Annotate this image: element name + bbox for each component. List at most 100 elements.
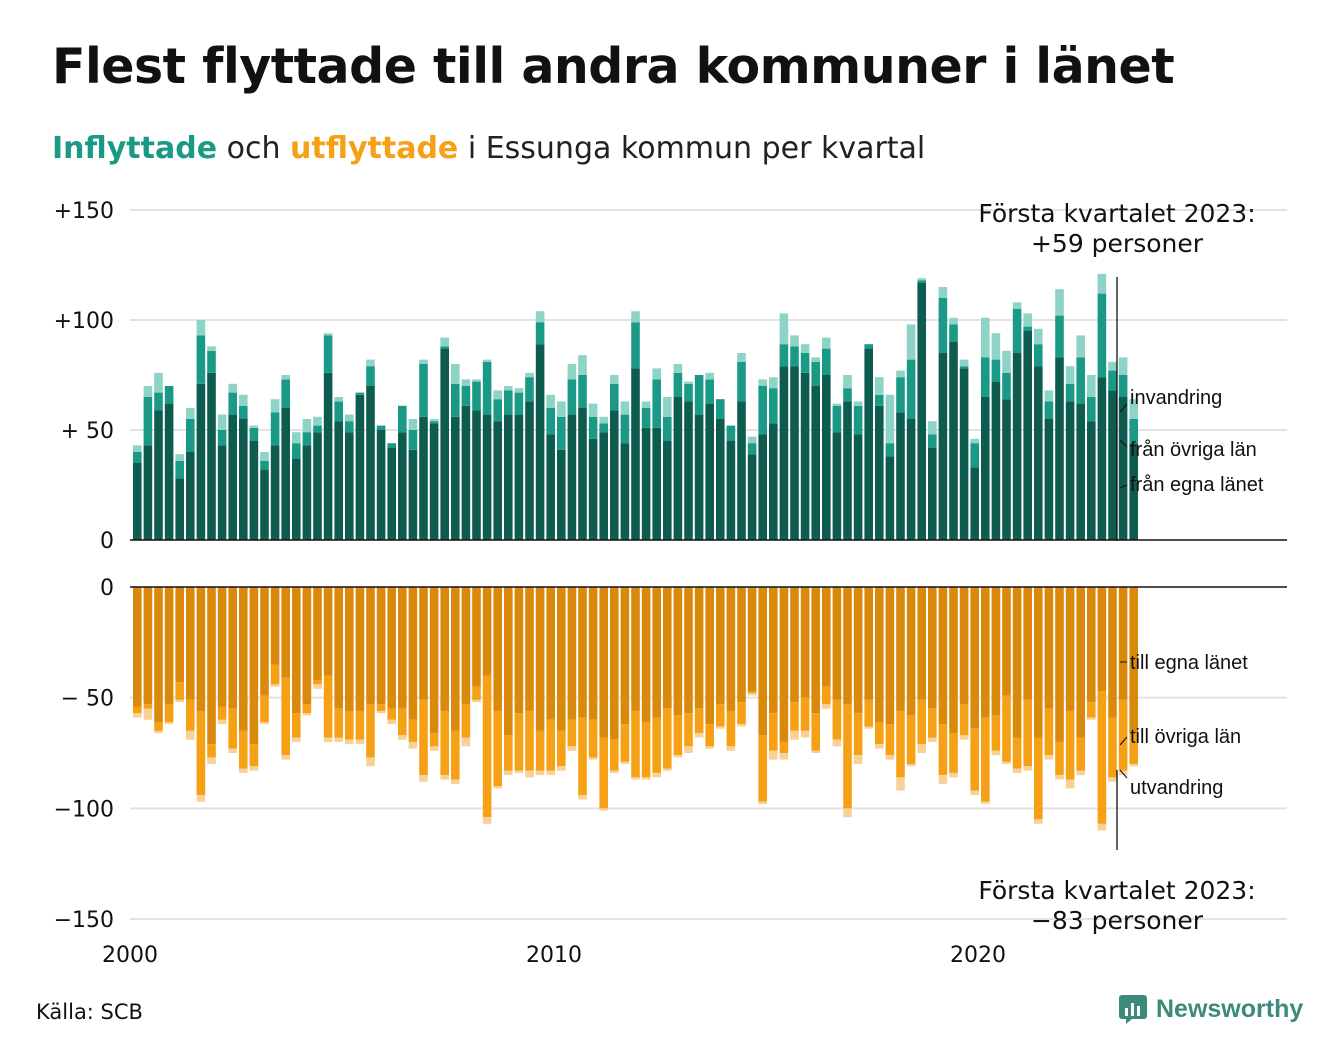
- bar-in-2: [875, 377, 884, 395]
- bar-in-1: [451, 383, 460, 417]
- bar-out-0: [260, 587, 269, 696]
- bar-in-0: [610, 410, 619, 540]
- bar-out-0: [800, 587, 810, 698]
- bar-in-1: [938, 298, 948, 353]
- bar-out-2: [196, 795, 206, 802]
- bar-in-2: [334, 397, 343, 402]
- bar-out-1: [334, 708, 343, 738]
- bar-out-0: [747, 587, 757, 692]
- label-utvandring: utvandring: [1130, 777, 1223, 799]
- bar-out-0: [1012, 587, 1022, 738]
- bar-out-2: [366, 757, 375, 767]
- bar-in-2: [493, 390, 502, 400]
- bar-out-2: [853, 755, 863, 765]
- bar-in-0: [885, 456, 895, 540]
- bar-in-1: [525, 377, 534, 402]
- bar-in-0: [652, 427, 661, 540]
- bar-in-0: [482, 414, 492, 540]
- bar-out-0: [143, 587, 153, 705]
- bar-in-0: [906, 419, 916, 540]
- bar-in-0: [514, 414, 524, 540]
- bar-in-0: [504, 414, 513, 540]
- bar-out-0: [482, 587, 492, 676]
- bar-in-0: [790, 366, 799, 540]
- bar-in-0: [196, 383, 206, 540]
- bar-in-0: [684, 401, 693, 540]
- bar-out-0: [588, 587, 598, 720]
- annotation-top-line1: Första kvartalet 2023:: [978, 199, 1255, 228]
- bar-out-1: [1065, 710, 1075, 780]
- bar-out-1: [154, 722, 163, 731]
- bar-out-1: [959, 704, 969, 736]
- bar-in-0: [843, 401, 852, 540]
- x-tick-label: 2020: [950, 943, 1006, 968]
- bar-in-0: [578, 408, 587, 540]
- bar-in-2: [546, 394, 555, 408]
- bar-out-0: [164, 587, 174, 705]
- bar-in-2: [345, 414, 354, 422]
- bar-out-0: [864, 587, 873, 700]
- bar-out-2: [154, 730, 163, 734]
- bar-in-2: [1129, 399, 1138, 419]
- bar-out-2: [419, 775, 428, 782]
- bar-in-0: [143, 445, 153, 540]
- bar-in-0: [345, 432, 354, 540]
- bar-out-0: [641, 587, 651, 723]
- bar-in-0: [832, 432, 842, 540]
- bar-out-1: [143, 704, 153, 709]
- bar-in-2: [228, 383, 237, 393]
- bar-out-0: [154, 587, 163, 723]
- bar-in-2: [832, 403, 842, 406]
- bar-out-1: [461, 704, 471, 738]
- bar-in-0: [938, 353, 948, 540]
- bar-in-1: [843, 388, 852, 402]
- bar-in-2: [981, 317, 990, 358]
- bar-out-0: [186, 587, 195, 700]
- bar-out-2: [387, 719, 396, 725]
- bar-out-0: [853, 587, 863, 714]
- bar-out-2: [228, 748, 237, 753]
- bar-in-2: [928, 421, 937, 435]
- bar-out-0: [716, 587, 725, 705]
- bar-in-2: [292, 432, 301, 444]
- bar-out-0: [673, 587, 683, 716]
- y-tick-label: −150: [54, 908, 114, 933]
- bar-in-0: [1097, 377, 1107, 540]
- bar-out-2: [1129, 764, 1138, 767]
- bar-in-1: [716, 399, 725, 419]
- label-till-egna: till egna länet: [1130, 652, 1248, 674]
- bar-out-0: [546, 587, 555, 720]
- bar-out-0: [1065, 587, 1075, 711]
- bar-in-2: [323, 333, 333, 336]
- bar-in-0: [599, 432, 608, 540]
- bar-out-0: [1118, 587, 1128, 700]
- bar-out-1: [779, 741, 789, 753]
- bar-in-2: [482, 359, 492, 362]
- bar-in-2: [949, 317, 958, 325]
- bar-in-0: [1065, 401, 1075, 540]
- bar-in-1: [323, 335, 333, 373]
- bar-in-2: [1055, 289, 1064, 316]
- bar-in-1: [620, 414, 630, 444]
- bar-out-2: [249, 766, 259, 771]
- bar-out-1: [472, 686, 481, 700]
- bar-out-0: [1129, 587, 1138, 734]
- bar-in-2: [1065, 366, 1075, 384]
- bar-in-1: [811, 361, 820, 386]
- y-tick-label: + 50: [61, 419, 114, 444]
- bar-out-1: [260, 695, 269, 723]
- bar-out-2: [959, 735, 969, 740]
- bar-in-1: [599, 423, 608, 433]
- bar-out-2: [451, 779, 460, 784]
- bar-in-0: [631, 368, 640, 540]
- bar-in-1: [864, 344, 873, 349]
- bar-in-1: [1044, 401, 1054, 419]
- bar-out-1: [906, 715, 916, 765]
- bar-in-0: [493, 421, 502, 540]
- bar-out-2: [440, 775, 449, 780]
- bar-out-1: [207, 744, 216, 758]
- bar-out-2: [663, 768, 672, 771]
- bar-in-2: [133, 445, 142, 452]
- bar-out-2: [239, 768, 248, 773]
- bar-in-1: [1055, 315, 1064, 358]
